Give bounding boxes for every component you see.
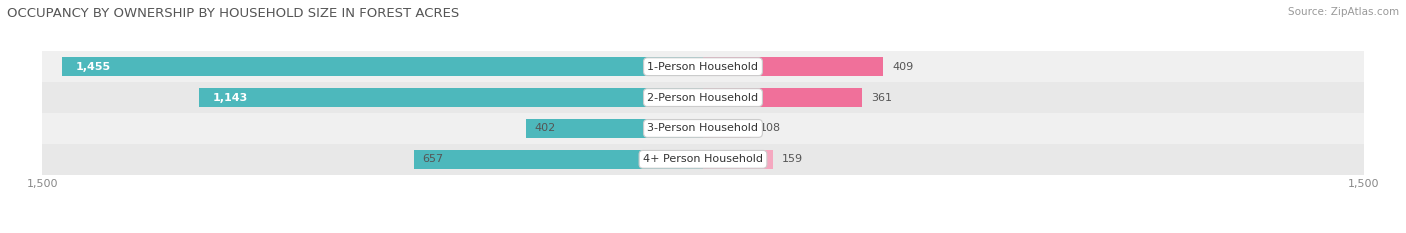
Text: 108: 108 [759,123,780,134]
Bar [703,150,773,169]
Text: 1-Person Household: 1-Person Household [648,62,758,72]
Text: Source: ZipAtlas.com: Source: ZipAtlas.com [1288,7,1399,17]
Text: 1,143: 1,143 [212,93,247,103]
Text: 361: 361 [870,93,891,103]
Bar [62,57,703,76]
Text: 657: 657 [422,154,443,164]
Text: 4+ Person Household: 4+ Person Household [643,154,763,164]
Text: 2-Person Household: 2-Person Household [647,93,759,103]
Text: 159: 159 [782,154,803,164]
Bar [42,51,1364,82]
Bar [703,119,751,138]
Bar [42,82,1364,113]
Text: 3-Person Household: 3-Person Household [648,123,758,134]
Text: 409: 409 [891,62,914,72]
Bar [703,88,862,107]
Bar [200,88,703,107]
Bar [413,150,703,169]
Text: 402: 402 [534,123,555,134]
Text: OCCUPANCY BY OWNERSHIP BY HOUSEHOLD SIZE IN FOREST ACRES: OCCUPANCY BY OWNERSHIP BY HOUSEHOLD SIZE… [7,7,460,20]
Bar [42,113,1364,144]
Bar [42,144,1364,175]
Bar [526,119,703,138]
Text: 1,455: 1,455 [76,62,110,72]
Bar [703,57,883,76]
